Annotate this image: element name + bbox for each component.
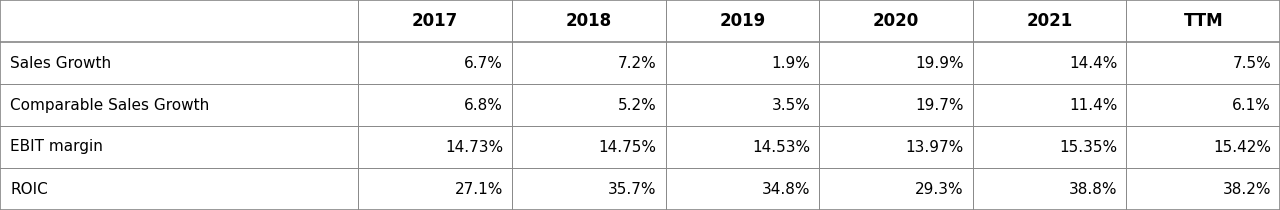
Text: 2018: 2018	[566, 12, 612, 30]
Text: 15.42%: 15.42%	[1213, 139, 1271, 155]
Text: 38.2%: 38.2%	[1222, 181, 1271, 197]
Text: 2019: 2019	[719, 12, 765, 30]
Text: 6.1%: 6.1%	[1233, 97, 1271, 113]
Text: Comparable Sales Growth: Comparable Sales Growth	[10, 97, 210, 113]
Text: 7.5%: 7.5%	[1233, 55, 1271, 71]
Text: 19.9%: 19.9%	[915, 55, 964, 71]
Text: 6.7%: 6.7%	[465, 55, 503, 71]
Text: 1.9%: 1.9%	[772, 55, 810, 71]
Text: 3.5%: 3.5%	[772, 97, 810, 113]
Text: 29.3%: 29.3%	[915, 181, 964, 197]
Text: 34.8%: 34.8%	[762, 181, 810, 197]
Text: 35.7%: 35.7%	[608, 181, 657, 197]
Text: 2017: 2017	[412, 12, 458, 30]
Text: ROIC: ROIC	[10, 181, 47, 197]
Text: 2020: 2020	[873, 12, 919, 30]
Text: 11.4%: 11.4%	[1069, 97, 1117, 113]
Text: 15.35%: 15.35%	[1060, 139, 1117, 155]
Text: TTM: TTM	[1184, 12, 1222, 30]
Text: 14.4%: 14.4%	[1069, 55, 1117, 71]
Text: 38.8%: 38.8%	[1069, 181, 1117, 197]
Text: 14.75%: 14.75%	[599, 139, 657, 155]
Text: 14.53%: 14.53%	[753, 139, 810, 155]
Text: 2021: 2021	[1027, 12, 1073, 30]
Text: Sales Growth: Sales Growth	[10, 55, 111, 71]
Text: 7.2%: 7.2%	[618, 55, 657, 71]
Text: 14.73%: 14.73%	[445, 139, 503, 155]
Text: 13.97%: 13.97%	[905, 139, 964, 155]
Text: EBIT margin: EBIT margin	[10, 139, 104, 155]
Text: 27.1%: 27.1%	[454, 181, 503, 197]
Text: 19.7%: 19.7%	[915, 97, 964, 113]
Text: 5.2%: 5.2%	[618, 97, 657, 113]
Text: 6.8%: 6.8%	[465, 97, 503, 113]
